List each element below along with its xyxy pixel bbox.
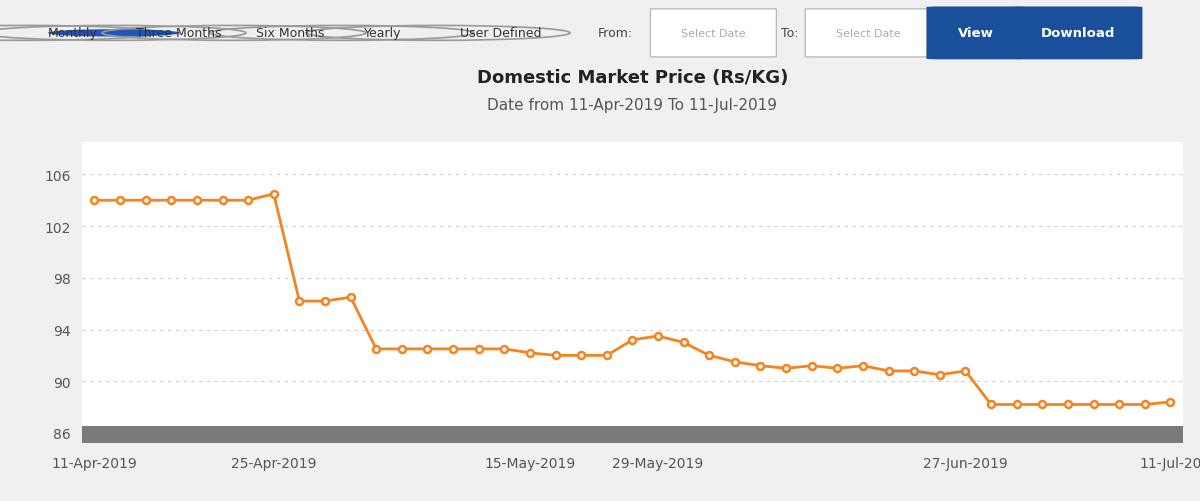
FancyBboxPatch shape — [1013, 8, 1142, 60]
Text: Download: Download — [1040, 28, 1115, 40]
Text: User Defined: User Defined — [460, 28, 541, 40]
FancyBboxPatch shape — [926, 8, 1025, 60]
Text: View: View — [958, 28, 994, 40]
Text: To:: To: — [781, 28, 799, 40]
Text: Six Months: Six Months — [256, 28, 324, 40]
FancyBboxPatch shape — [650, 10, 776, 58]
Bar — [82, 426, 1183, 443]
Text: Domestic Market Price (Rs/KG): Domestic Market Price (Rs/KG) — [476, 69, 788, 87]
FancyBboxPatch shape — [805, 10, 931, 58]
Text: Yearly: Yearly — [364, 28, 401, 40]
Text: Date from 11-Apr-2019 To 11-Jul-2019: Date from 11-Apr-2019 To 11-Jul-2019 — [487, 98, 778, 113]
Text: Select Date: Select Date — [682, 29, 745, 39]
Text: From:: From: — [598, 28, 632, 40]
Text: Select Date: Select Date — [836, 29, 900, 39]
Text: Monthly: Monthly — [48, 28, 98, 40]
Text: Three Months: Three Months — [136, 28, 221, 40]
Circle shape — [48, 30, 180, 38]
